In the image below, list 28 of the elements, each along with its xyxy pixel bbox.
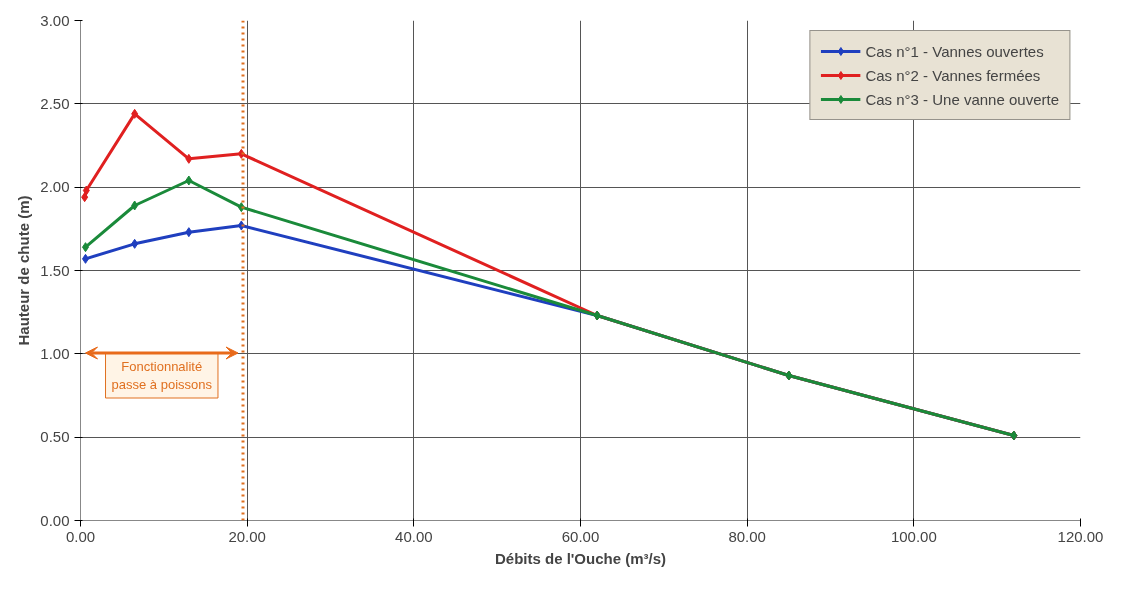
y-tick-label: 0.50	[40, 428, 70, 446]
legend-label: Cas n°3 - Une vanne ouverte	[865, 90, 1059, 108]
x-axis-title: Débits de l'Ouche (m³/s)	[494, 549, 667, 567]
point	[185, 153, 193, 164]
x-tick-label: 40.00	[395, 527, 433, 545]
annotation: Fonctionnalité passe à poissons	[111, 359, 213, 392]
y-tick-label: 2.50	[40, 94, 70, 112]
x-tick-label: 100.00	[890, 527, 937, 545]
x-tick-label: 120.00	[1057, 527, 1104, 545]
y-tick-label: 1.00	[40, 344, 70, 362]
point	[185, 175, 193, 186]
x-tick-label: 60.00	[561, 527, 600, 545]
y-tick-label: 1.50	[40, 261, 70, 279]
point	[185, 227, 193, 238]
point	[131, 238, 139, 249]
point	[131, 200, 139, 211]
x-tick-label: 0.00	[65, 527, 96, 545]
legend-label: Cas n°1 - Vannes ouvertes	[865, 42, 1044, 60]
y-tick-label: 0.00	[40, 511, 70, 529]
legend-label: Cas n°2 - Vannes fermées	[865, 66, 1041, 84]
point	[131, 108, 139, 119]
y-tick-label: 2.00	[40, 178, 70, 196]
y-tick-label: 3.00	[40, 11, 70, 29]
y-axis-title: Hauteur de chute (m)	[15, 195, 33, 346]
point	[82, 185, 90, 196]
point	[81, 192, 89, 203]
x-tick-label: 20.00	[228, 527, 266, 545]
x-tick-label: 80.00	[728, 527, 766, 545]
